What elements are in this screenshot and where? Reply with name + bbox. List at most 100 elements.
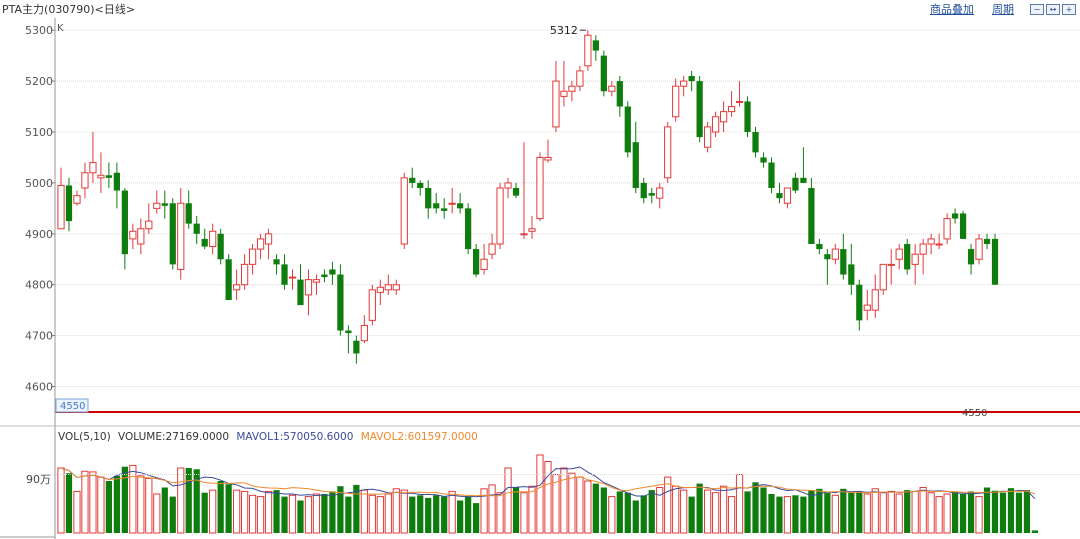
candle bbox=[904, 238, 911, 275]
volume-bar bbox=[417, 495, 424, 533]
candle bbox=[951, 208, 959, 224]
candle-body bbox=[680, 80, 688, 87]
candle bbox=[576, 65, 584, 92]
candle-body bbox=[417, 182, 424, 188]
candle-body bbox=[904, 244, 911, 270]
candle-body bbox=[576, 70, 584, 87]
volume-bar bbox=[959, 494, 967, 533]
candle-body bbox=[193, 223, 200, 234]
candle bbox=[368, 284, 376, 326]
candle bbox=[967, 244, 975, 275]
candle bbox=[911, 244, 919, 285]
candle bbox=[297, 264, 304, 306]
volume-bar bbox=[552, 474, 560, 534]
candle bbox=[185, 190, 192, 229]
candle-body bbox=[368, 289, 376, 321]
candle-body bbox=[592, 40, 599, 51]
chart-title: PTA主力(030790)<日线> bbox=[2, 3, 136, 16]
volume-bar bbox=[800, 496, 807, 533]
volume-bar bbox=[201, 492, 208, 533]
volume-bar bbox=[57, 467, 65, 534]
candle-body bbox=[169, 203, 176, 265]
price-tick-label: 5000 bbox=[25, 177, 53, 190]
candle bbox=[808, 177, 815, 244]
candle-body bbox=[441, 208, 448, 211]
pan-icon[interactable]: ↔ bbox=[1046, 3, 1060, 15]
candle-body bbox=[57, 184, 65, 230]
volume-bar bbox=[816, 488, 823, 533]
candle-body bbox=[871, 289, 879, 311]
candle bbox=[560, 60, 568, 107]
candle bbox=[824, 249, 831, 285]
candle-body bbox=[73, 195, 81, 204]
period-link[interactable]: 周期 bbox=[992, 3, 1014, 16]
price-tick-label: 4700 bbox=[25, 330, 53, 343]
volume-bar bbox=[863, 493, 871, 534]
candle-body bbox=[465, 208, 472, 250]
volume-bar bbox=[273, 490, 280, 533]
toolbar-links: 商品叠加 周期 − ↔ + bbox=[912, 0, 1080, 18]
volume-bar bbox=[256, 496, 265, 534]
candle-body bbox=[744, 101, 751, 132]
volume-bar bbox=[1007, 488, 1015, 533]
candle bbox=[496, 182, 504, 250]
volume-bar bbox=[560, 467, 568, 534]
volume-bar bbox=[65, 473, 73, 533]
volume-bar bbox=[121, 466, 128, 533]
candle-body bbox=[608, 85, 616, 92]
volume-bar bbox=[400, 489, 408, 534]
candle-body bbox=[273, 259, 280, 265]
candle-body bbox=[129, 230, 137, 240]
candle-body bbox=[185, 203, 192, 224]
volume-bar bbox=[943, 493, 951, 534]
candle-body bbox=[704, 126, 712, 148]
candle bbox=[536, 152, 544, 222]
zoom-out-icon[interactable]: − bbox=[1030, 3, 1044, 15]
candle bbox=[113, 162, 120, 209]
volume-bar bbox=[719, 485, 728, 534]
candle-body bbox=[321, 274, 328, 278]
volume-bar bbox=[392, 488, 400, 534]
price-tick-label: 5100 bbox=[25, 126, 53, 139]
candle-body bbox=[760, 157, 767, 163]
candle-body bbox=[488, 243, 496, 255]
candle-body bbox=[472, 249, 480, 275]
volume-bar bbox=[711, 492, 720, 534]
candle bbox=[81, 162, 89, 199]
candle-body bbox=[632, 142, 639, 188]
candle bbox=[727, 91, 736, 117]
candle bbox=[752, 126, 759, 158]
candle-body bbox=[735, 100, 744, 103]
candle bbox=[719, 101, 728, 132]
volume-bar bbox=[783, 496, 792, 534]
volume-bar bbox=[895, 493, 903, 534]
candle-body bbox=[512, 188, 520, 196]
volume-bar bbox=[457, 500, 464, 533]
candle bbox=[919, 238, 927, 275]
candle-body bbox=[89, 162, 97, 174]
volume-bar bbox=[504, 467, 512, 534]
volume-bar bbox=[576, 476, 584, 534]
candle bbox=[400, 172, 408, 250]
candle bbox=[871, 274, 879, 318]
candle bbox=[288, 269, 297, 290]
candle-body bbox=[752, 132, 759, 153]
candle-body bbox=[656, 187, 664, 199]
candle-body bbox=[816, 244, 823, 250]
volume-bar bbox=[840, 488, 847, 533]
volume-bar bbox=[376, 496, 384, 534]
candle bbox=[592, 35, 599, 61]
zoom-in-icon[interactable]: + bbox=[1062, 3, 1076, 15]
candle-body bbox=[105, 175, 113, 178]
candle bbox=[233, 269, 241, 300]
volume-bar bbox=[911, 490, 919, 534]
volume-bar bbox=[967, 491, 975, 533]
volume-bar bbox=[688, 496, 695, 533]
candle bbox=[264, 228, 273, 260]
overlay-commodity-link[interactable]: 商品叠加 bbox=[930, 3, 974, 16]
price-y-axis: 4600 4700 4800 4900 5000 5100 5200 5300 bbox=[25, 24, 53, 393]
volume-bar bbox=[185, 468, 192, 533]
mavol2-legend: MAVOL2:601597.0000 bbox=[360, 431, 478, 443]
volume-bar bbox=[735, 474, 744, 534]
